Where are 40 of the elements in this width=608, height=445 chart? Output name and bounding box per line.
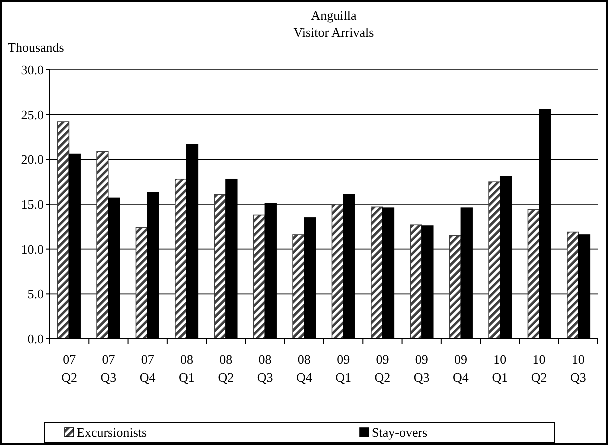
y-tick-label: 10.0 — [21, 242, 44, 257]
bar — [410, 224, 422, 340]
bar — [371, 206, 384, 340]
y-tick-label: 30.0 — [21, 62, 44, 78]
bar — [449, 235, 462, 340]
x-tick-label: 07 Q2 — [62, 352, 78, 385]
x-tick-label: 10 Q2 — [531, 352, 548, 385]
y-tick-label: 25.0 — [21, 107, 44, 122]
bar — [567, 232, 580, 340]
legend-label: Stay-overs — [372, 425, 428, 440]
bar — [175, 178, 188, 340]
chart-subtitle: Visitor Arrivals — [294, 25, 374, 40]
x-tick-label: 08 Q3 — [257, 352, 274, 385]
bar — [96, 151, 109, 340]
x-tick-label: 09 Q4 — [453, 352, 470, 385]
bar — [253, 214, 266, 340]
y-tick-label: 15.0 — [21, 197, 44, 212]
bar — [136, 227, 148, 340]
bar — [292, 234, 305, 340]
y-tick-label: 5.0 — [28, 286, 44, 302]
y-tick-label: 0.0 — [28, 332, 44, 347]
x-tick-label: 08 Q4 — [296, 352, 313, 385]
legend-label: Excursionists — [77, 425, 148, 440]
x-tick-label: 08 Q1 — [179, 352, 195, 385]
x-tick-label: 07 Q3 — [100, 352, 117, 385]
bar — [214, 194, 226, 340]
y-tick-label: 20.0 — [21, 152, 44, 168]
y-axis-title: Thousands — [8, 40, 64, 55]
x-tick-label: 09 Q1 — [336, 352, 352, 385]
bar — [332, 204, 344, 340]
x-tick-label: 09 Q3 — [414, 352, 430, 385]
bar — [488, 182, 501, 340]
x-tick-label: 08 Q2 — [218, 352, 234, 385]
x-tick-label: 10 Q1 — [492, 352, 508, 385]
bar — [528, 209, 540, 340]
chart-title: Anguilla — [311, 8, 357, 23]
x-tick-label: 07 Q4 — [140, 352, 156, 385]
bar — [57, 122, 70, 340]
x-tick-label: 09 Q2 — [374, 352, 391, 385]
x-tick-label: 10 Q3 — [570, 352, 586, 385]
